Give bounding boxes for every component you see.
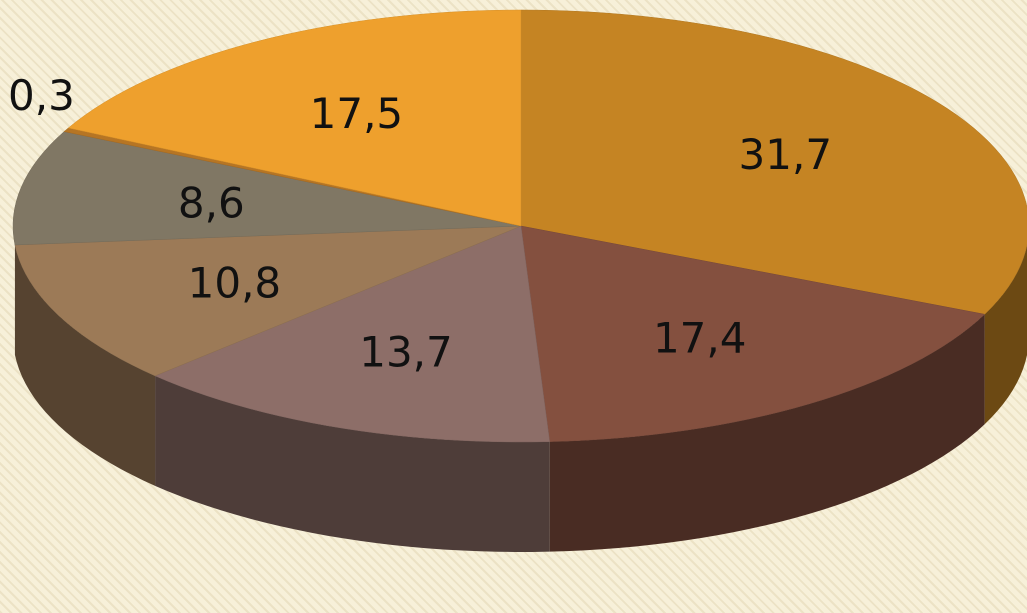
pie-slice-2: [154, 225, 550, 443]
pie-side-0: [984, 245, 1027, 425]
pie-slice-6: [67, 9, 522, 227]
data-label-0: 31,7: [739, 130, 833, 179]
pie-slice-0: [520, 9, 1027, 315]
data-label-5: 0,3: [8, 71, 75, 120]
pie-slices: [12, 9, 1027, 443]
data-label-2: 13,7: [359, 328, 453, 377]
data-label-1: 17,4: [653, 313, 747, 362]
pie-side-3: [14, 244, 156, 486]
data-label-3: 10,8: [188, 259, 282, 308]
pie-sides: [14, 244, 1027, 552]
pie-side-1: [549, 314, 985, 552]
data-label-4: 8,6: [178, 179, 245, 228]
pie-slice-4: [12, 131, 522, 246]
data-label-6: 17,5: [310, 89, 404, 138]
pie-data-labels: 31,7 17,4 13,7 10,8 8,6 0,3 17,5: [8, 71, 832, 377]
pie-slice-3: [14, 225, 522, 377]
pie-side-2: [155, 375, 550, 552]
pie-slice-1: [520, 225, 986, 442]
